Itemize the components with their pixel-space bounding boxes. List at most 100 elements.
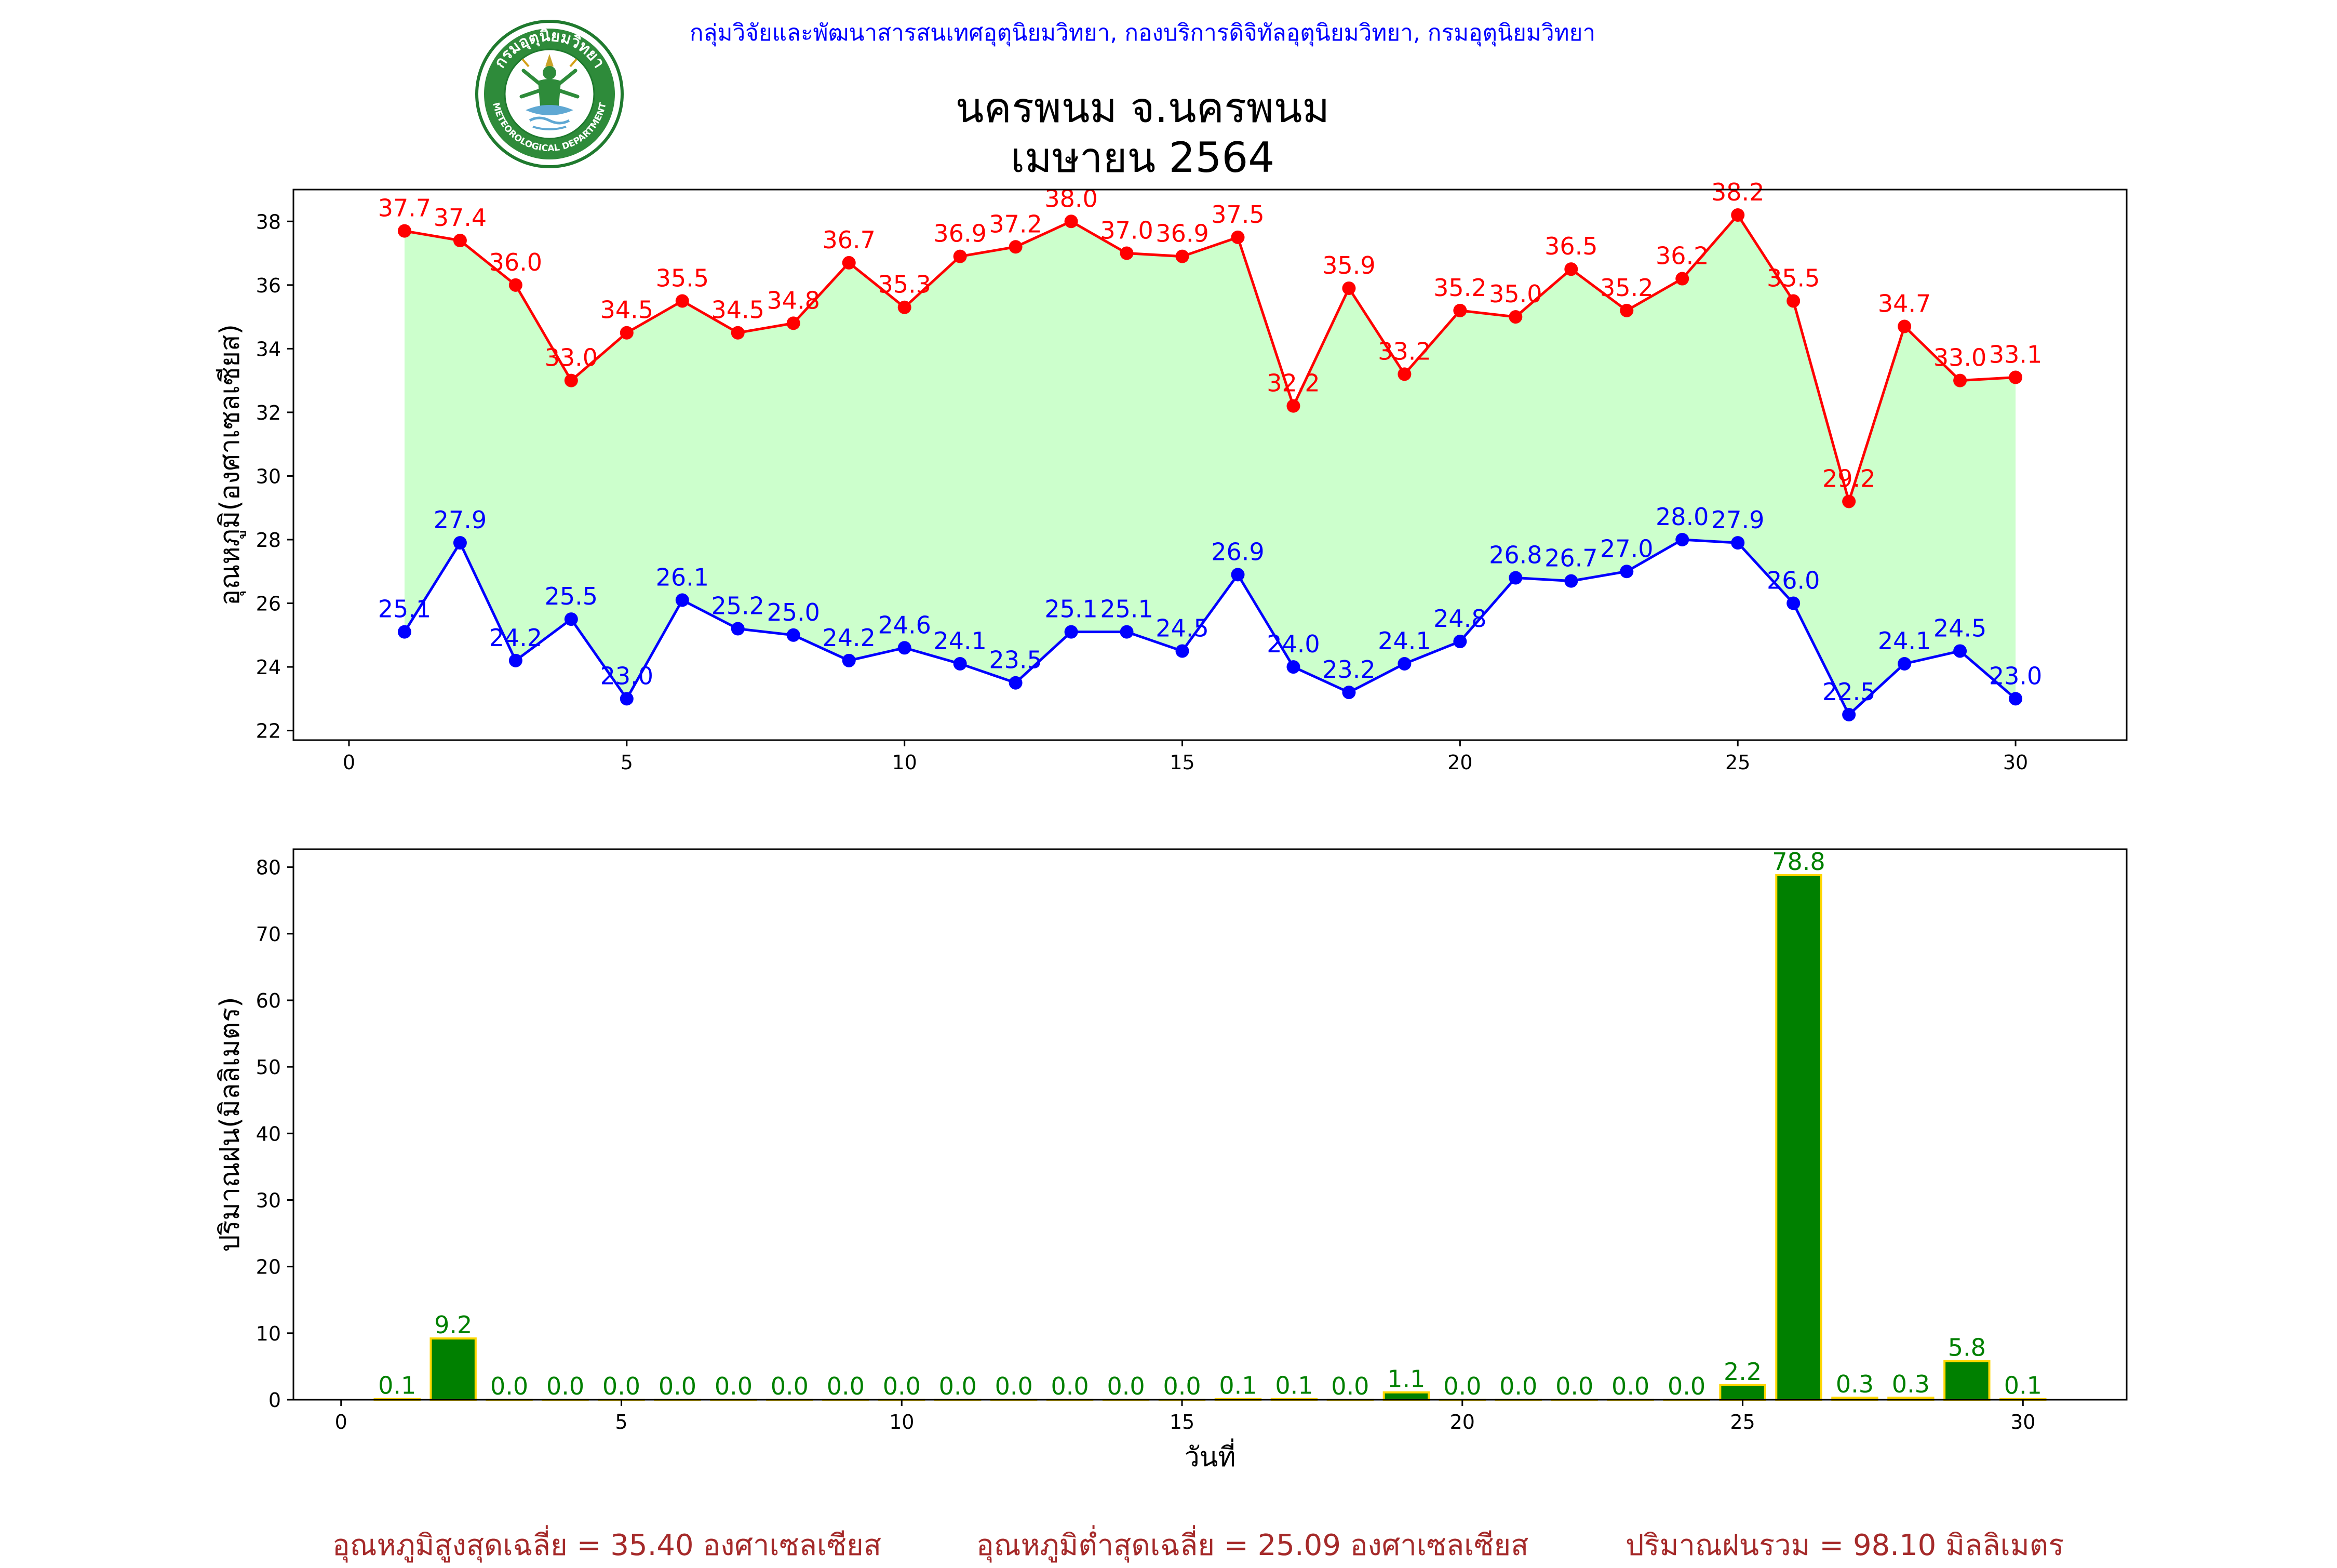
rain-data-label: 0.0 [602, 1372, 640, 1400]
max-temp-point [1398, 367, 1412, 381]
min-temp-data-label: 24.1 [1878, 627, 1931, 655]
temp-y-tick-label: 32 [256, 401, 281, 424]
min-temp-point [1231, 568, 1245, 582]
max-temp-point [1009, 240, 1023, 254]
min-temp-data-label: 25.2 [711, 592, 764, 620]
min-temp-point [1120, 625, 1134, 639]
min-temp-data-label: 24.1 [1378, 627, 1431, 655]
chart-title-period: เมษายน 2564 [1010, 133, 1275, 182]
temp-x-tick-label: 10 [892, 751, 917, 774]
min-temp-point [897, 641, 911, 655]
min-temp-data-label: 26.9 [1211, 538, 1264, 566]
max-temp-point [1898, 319, 1912, 333]
temp-range-fill [404, 215, 2016, 715]
min-temp-point [397, 625, 411, 639]
max-temp-point [508, 278, 522, 292]
rain-data-label: 0.0 [659, 1372, 696, 1400]
min-temp-point [1842, 707, 1856, 721]
rain-data-label: 9.2 [434, 1311, 472, 1339]
rain-data-label: 0.0 [1331, 1372, 1369, 1400]
max-temp-point [1286, 399, 1300, 413]
min-temp-data-label: 25.0 [767, 598, 820, 626]
min-temp-point [1286, 660, 1300, 674]
min-temp-line [403, 538, 2017, 717]
temp-y-tick-label: 36 [256, 274, 281, 297]
min-temp-point [675, 593, 689, 607]
rain-data-label: 0.0 [883, 1372, 921, 1400]
min-temp-point [953, 656, 967, 671]
min-temp-data-label: 24.6 [878, 611, 931, 639]
max-temp-data-label: 35.0 [1489, 280, 1542, 308]
rain-y-tick-label: 50 [256, 1056, 281, 1079]
max-temp-point [1342, 281, 1356, 295]
rain-bar [1382, 1391, 1430, 1401]
min-temp-point [1675, 532, 1689, 546]
max-temp-data-label: 36.0 [489, 248, 542, 276]
min-temp-data-label: 24.5 [1156, 614, 1208, 642]
max-temp-data-label: 37.7 [378, 194, 431, 222]
temp-y-tick-label: 28 [256, 529, 281, 552]
temp-y-tick-label: 26 [256, 593, 281, 615]
min-temp-point [1953, 644, 1967, 658]
temp-x-tick-label: 5 [621, 751, 633, 774]
max-temp-point [1064, 215, 1078, 229]
min-temp-data-label: 23.2 [1322, 655, 1375, 684]
min-temp-point [1398, 656, 1412, 671]
rain-y-tick-label: 0 [268, 1389, 281, 1412]
rain-data-label: 0.1 [378, 1372, 416, 1400]
max-temp-data-label: 34.5 [600, 296, 653, 324]
temp-x-tick-label: 30 [2003, 751, 2028, 774]
min-temp-data-label: 27.0 [1600, 534, 1653, 562]
max-temp-point [1120, 246, 1134, 260]
max-temp-data-label: 35.5 [656, 264, 709, 292]
max-temp-data-label: 35.2 [1600, 274, 1653, 302]
rain-data-label: 0.0 [1051, 1372, 1089, 1400]
max-temp-point [731, 326, 745, 340]
avg-max-temp-stat: อุณหภูมิสูงสุดเฉลี่ย = 35.40 องศาเซลเซีย… [332, 1529, 882, 1562]
max-temp-point [1953, 373, 1967, 387]
rain-data-label: 0.0 [1668, 1372, 1705, 1400]
rain-data-label: 78.8 [1772, 848, 1825, 876]
rain-data-label: 0.0 [1555, 1372, 1593, 1400]
max-temp-point [1509, 310, 1523, 324]
min-temp-point [1509, 571, 1523, 585]
max-temp-data-label: 37.4 [434, 204, 487, 232]
max-temp-data-label: 36.9 [1156, 220, 1208, 248]
max-temp-data-label: 36.2 [1656, 242, 1709, 270]
min-temp-point [1342, 686, 1356, 700]
temp-x-tick-label: 20 [1447, 751, 1472, 774]
rain-data-label: 0.0 [490, 1372, 528, 1400]
min-temp-point [564, 612, 578, 626]
max-temp-point [897, 300, 911, 314]
min-temp-point [1731, 536, 1745, 550]
min-temp-data-label: 23.5 [989, 646, 1042, 674]
min-temp-point [842, 653, 856, 667]
max-temp-data-label: 36.7 [822, 226, 875, 254]
max-temp-data-label: 29.2 [1822, 464, 1875, 492]
min-temp-data-label: 26.7 [1544, 544, 1597, 572]
min-temp-point [1898, 656, 1912, 671]
min-temp-data-label: 24.2 [489, 624, 542, 652]
avg-min-temp-stat: อุณหภูมิต่ำสุดเฉลี่ย = 25.09 องศาเซลเซีย… [976, 1529, 1529, 1562]
rain-axes-frame [292, 848, 2128, 1401]
min-temp-point [1009, 676, 1023, 690]
rain-data-label: 0.0 [1163, 1372, 1201, 1400]
max-temp-data-label: 37.2 [989, 210, 1042, 238]
rain-data-label: 0.0 [995, 1372, 1033, 1400]
max-temp-data-label: 33.0 [545, 344, 598, 372]
min-temp-point [1175, 644, 1189, 658]
rain-data-label: 0.1 [1275, 1372, 1313, 1400]
min-temp-data-label: 23.0 [600, 662, 653, 690]
min-temp-data-label: 25.1 [378, 595, 431, 623]
rain-y-tick-label: 30 [256, 1189, 281, 1212]
rain-y-axis-label: ปริมาณฝน(มิลลิเมตร) [214, 997, 246, 1252]
rain-y-tick-label: 70 [256, 923, 281, 946]
min-temp-point [786, 628, 800, 642]
max-temp-point [1453, 303, 1467, 317]
temp-y-tick-label: 24 [256, 656, 281, 679]
rain-data-label: 0.0 [715, 1372, 753, 1400]
temp-y-tick-label: 22 [256, 720, 281, 743]
max-temp-point [1842, 494, 1856, 508]
